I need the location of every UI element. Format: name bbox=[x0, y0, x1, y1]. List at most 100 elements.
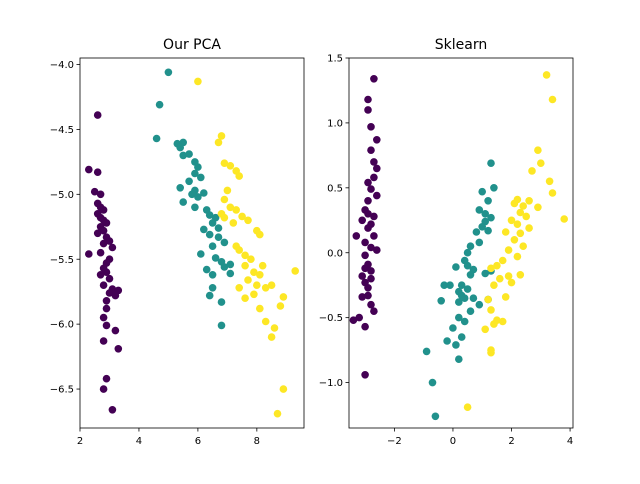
scatter-point-series-1 bbox=[99, 281, 108, 290]
axes-frame bbox=[348, 57, 574, 429]
scatter-point-series-2 bbox=[202, 265, 211, 274]
scatter-point-series-1 bbox=[367, 243, 375, 252]
x-tick-label: 4 bbox=[136, 436, 142, 447]
scatter-point-series-1 bbox=[361, 238, 369, 247]
scatter-point-series-3 bbox=[501, 228, 510, 236]
scatter-point-series-1 bbox=[99, 226, 108, 235]
scatter-point-series-2 bbox=[437, 297, 446, 305]
scatter-point-series-2 bbox=[208, 271, 217, 279]
scatter-point-series-3 bbox=[220, 195, 229, 204]
x-axis-ticks: −2 0 2 4 bbox=[387, 428, 573, 447]
scatter-point-series-3 bbox=[510, 199, 519, 208]
scatter-point-series-1 bbox=[373, 246, 381, 254]
y-tick-label: −5.5 bbox=[50, 255, 74, 266]
scatter-point-series-2 bbox=[455, 355, 463, 364]
scatter-point-series-1 bbox=[99, 385, 108, 393]
scatter-point-series-1 bbox=[364, 197, 372, 205]
scatter-point-series-1 bbox=[99, 239, 108, 248]
scatter-point-series-1 bbox=[367, 274, 375, 283]
scatter-point-series-3 bbox=[194, 77, 202, 86]
y-tick-label: 0.0 bbox=[327, 248, 343, 259]
y-tick-label: −1.0 bbox=[319, 378, 343, 389]
scatter-point-series-1 bbox=[99, 313, 108, 322]
scatter-point-series-2 bbox=[484, 197, 492, 205]
scatter-point-series-1 bbox=[364, 178, 372, 187]
scatter-point-series-1 bbox=[364, 291, 372, 300]
scatter-point-series-3 bbox=[241, 294, 249, 303]
scatter-point-series-1 bbox=[364, 106, 372, 114]
scatter-point-series-3 bbox=[498, 256, 507, 265]
scatter-point-series-3 bbox=[463, 403, 472, 412]
scatter-point-series-2 bbox=[487, 159, 495, 167]
scatter-point-series-3 bbox=[487, 346, 495, 354]
scatter-point-series-1 bbox=[370, 212, 378, 221]
scatter-point-series-3 bbox=[214, 138, 223, 147]
scatter-point-series-1 bbox=[367, 185, 375, 193]
scatter-point-series-1 bbox=[85, 250, 93, 258]
y-tick-label: −6.5 bbox=[50, 385, 74, 396]
scatter-point-series-1 bbox=[99, 206, 108, 214]
scatter-point-series-3 bbox=[537, 159, 545, 167]
scatter-point-series-1 bbox=[108, 406, 117, 414]
x-axis-ticks: 2 4 6 8 bbox=[77, 428, 260, 447]
scatter-point-series-2 bbox=[452, 341, 460, 349]
scatter-point-series-3 bbox=[522, 212, 530, 221]
scatter-point-series-2 bbox=[217, 321, 226, 330]
scatter-point-series-1 bbox=[364, 95, 372, 104]
chart-title: Sklearn bbox=[435, 37, 487, 53]
scatter-point-series-1 bbox=[364, 284, 372, 292]
scatter-point-series-3 bbox=[490, 281, 498, 290]
scatter-point-series-2 bbox=[179, 151, 187, 160]
y-tick-label: −4.5 bbox=[50, 125, 74, 136]
scatter-point-series-2 bbox=[475, 238, 484, 247]
scatter-point-series-3 bbox=[516, 229, 525, 238]
scatter-point-series-1 bbox=[96, 271, 105, 279]
scatter-point-series-3 bbox=[291, 267, 300, 275]
marks-layer bbox=[85, 68, 300, 418]
x-tick-label: 2 bbox=[508, 436, 514, 447]
scatter-point-series-1 bbox=[93, 229, 102, 238]
scatter-point-series-3 bbox=[276, 302, 285, 310]
scatter-point-series-2 bbox=[205, 230, 214, 239]
scatter-point-series-2 bbox=[191, 203, 199, 212]
scatter-point-series-2 bbox=[463, 248, 472, 257]
x-tick-label: 6 bbox=[195, 436, 201, 447]
scatter-point-series-3 bbox=[504, 246, 513, 254]
scatter-point-series-3 bbox=[244, 276, 252, 284]
scatter-point-series-1 bbox=[370, 173, 378, 182]
scatter-point-series-3 bbox=[534, 146, 542, 154]
scatter-point-series-2 bbox=[197, 173, 205, 182]
scatter-point-series-1 bbox=[90, 187, 99, 196]
scatter-point-series-1 bbox=[361, 371, 369, 379]
scatter-point-series-2 bbox=[475, 206, 484, 214]
scatter-point-series-3 bbox=[507, 216, 516, 225]
scatter-point-series-3 bbox=[484, 295, 492, 304]
scatter-point-series-2 bbox=[478, 187, 487, 196]
scatter-point-series-2 bbox=[460, 317, 469, 326]
y-tick-label: −4.0 bbox=[50, 60, 74, 71]
scatter-point-series-2 bbox=[431, 412, 440, 421]
scatter-point-series-2 bbox=[460, 294, 469, 303]
scatter-point-series-1 bbox=[99, 337, 108, 345]
scatter-point-series-3 bbox=[217, 132, 226, 140]
scatter-point-series-1 bbox=[93, 168, 102, 176]
y-axis-ticks: −6.5 −6.0 −5.5 −5.0 −4.5 −4.0 bbox=[50, 60, 80, 396]
scatter-point-series-2 bbox=[200, 189, 208, 197]
scatter-point-series-1 bbox=[102, 268, 111, 277]
scatter-point-series-2 bbox=[176, 184, 184, 192]
scatter-point-series-3 bbox=[223, 186, 232, 195]
scatter-point-series-2 bbox=[481, 210, 490, 218]
scatter-point-series-2 bbox=[478, 223, 487, 231]
scatter-point-series-1 bbox=[96, 248, 105, 257]
scatter-point-series-2 bbox=[457, 333, 466, 341]
scatter-point-series-2 bbox=[490, 184, 498, 192]
axes-frame bbox=[79, 57, 305, 429]
scatter-point-series-3 bbox=[226, 203, 235, 212]
scatter-point-series-2 bbox=[220, 238, 229, 247]
scatter-point-series-3 bbox=[229, 219, 238, 227]
scatter-point-series-3 bbox=[548, 95, 557, 104]
scatter-point-series-2 bbox=[214, 224, 223, 232]
y-tick-label: 0.5 bbox=[327, 183, 343, 194]
scatter-point-series-3 bbox=[250, 290, 258, 299]
scatter-point-series-2 bbox=[422, 347, 431, 356]
